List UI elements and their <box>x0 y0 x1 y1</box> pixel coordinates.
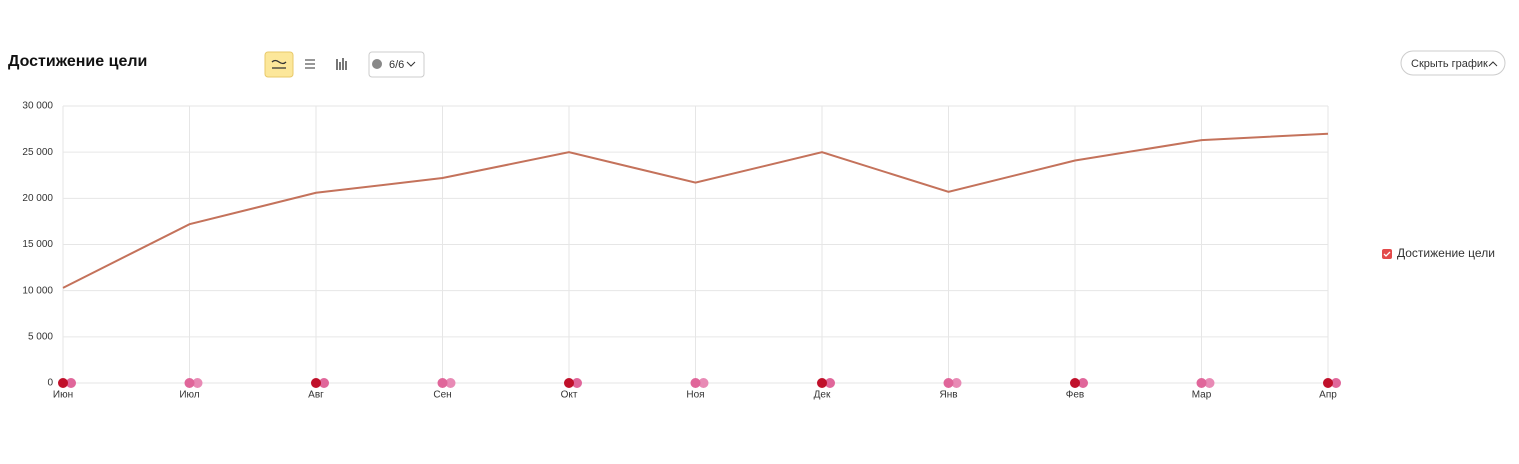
annotation-marker <box>311 378 321 388</box>
annotation-marker <box>437 378 448 388</box>
annotation-marker <box>1323 378 1333 388</box>
comments-button[interactable]: 6/6 <box>368 51 425 78</box>
y-tick-label: 20 000 <box>22 193 53 204</box>
annotation-marker <box>1204 378 1215 388</box>
annotation-marker <box>817 378 827 388</box>
y-tick-label: 5 000 <box>28 331 53 342</box>
chart-title: Достижение цели <box>8 53 147 70</box>
line-view-button[interactable] <box>264 51 294 78</box>
annotation-marker <box>825 378 835 388</box>
y-tick-label: 15 000 <box>22 239 53 250</box>
annotation-marker <box>58 378 68 388</box>
x-tick-label: Июн <box>53 390 73 401</box>
x-tick-label: Авг <box>308 390 324 401</box>
legend-label: Достижение цели <box>1397 246 1495 260</box>
annotation-marker <box>319 378 329 388</box>
legend-checkbox <box>1382 249 1392 259</box>
x-tick-label: Мар <box>1192 390 1212 401</box>
hide-chart-label: Скрыть график <box>1411 58 1488 70</box>
annotation-marker <box>1331 378 1341 388</box>
annotation-marker <box>943 378 954 388</box>
y-tick-label: 30 000 <box>22 101 53 112</box>
annotation-marker <box>192 378 203 388</box>
annotation-marker <box>564 378 574 388</box>
annotation-marker <box>951 378 962 388</box>
annotation-marker <box>184 378 195 388</box>
x-tick-label: Янв <box>939 390 957 401</box>
legend-check <box>1383 251 1391 257</box>
annotation-marker <box>572 378 582 388</box>
annotation-marker <box>66 378 76 388</box>
comments-count: 6/6 <box>389 59 404 71</box>
y-tick-label: 0 <box>47 378 53 389</box>
y-tick-label: 10 000 <box>22 285 53 296</box>
x-tick-label: Апр <box>1319 390 1337 401</box>
bar-view-button[interactable] <box>336 58 347 70</box>
annotation-marker <box>698 378 709 388</box>
annotation-marker <box>445 378 456 388</box>
x-tick-label: Дек <box>814 390 831 401</box>
annotation-marker <box>1196 378 1207 388</box>
annotation-marker <box>1078 378 1088 388</box>
x-tick-label: Июл <box>179 390 199 401</box>
x-tick-label: Сен <box>433 390 451 401</box>
series-line <box>62 132 1329 289</box>
area-view-button[interactable] <box>305 59 315 69</box>
annotation-marker <box>690 378 701 388</box>
hide-chart-button[interactable]: Скрыть график <box>1400 50 1506 76</box>
y-tick-label: 25 000 <box>22 147 53 158</box>
x-tick-label: Фев <box>1066 390 1084 401</box>
x-tick-label: Ноя <box>686 390 704 401</box>
annotation-marker <box>1070 378 1080 388</box>
x-tick-label: Окт <box>561 390 578 401</box>
